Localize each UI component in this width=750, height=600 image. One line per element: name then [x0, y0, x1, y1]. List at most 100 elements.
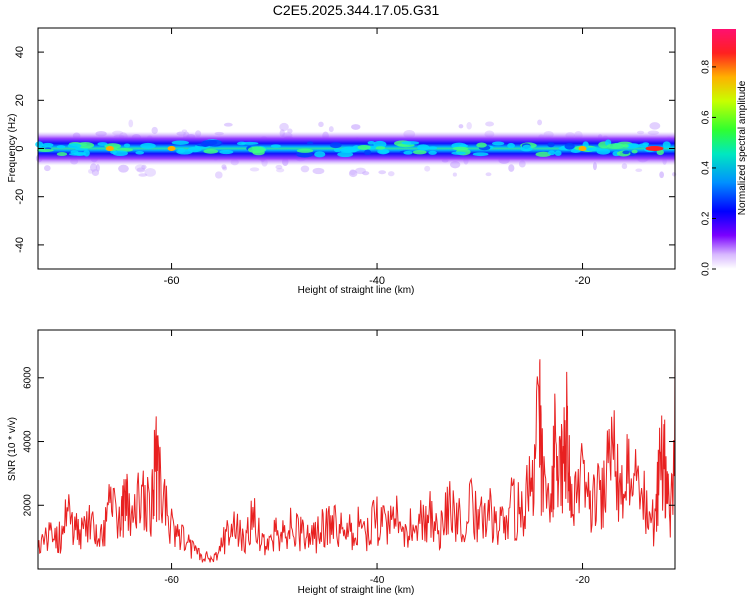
chart-title: C2E5.2025.344.17.05.G31 [272, 2, 440, 18]
spectrogram-speckle [537, 119, 543, 126]
colorbar: 0.0 0.2 0.4 0.6 0.8 Normalized spectral ampl… [701, 29, 748, 276]
spectrogram-speckle [138, 173, 148, 177]
colorbar-ticks: 0.0 0.2 0.4 0.6 0.8 [701, 60, 716, 276]
snr-y-axis-label: SNR (10 * v/v) [7, 417, 18, 481]
spectrogram-cell [554, 150, 562, 156]
x-tick-label: -60 [164, 575, 179, 586]
spectrogram-speckle [89, 163, 97, 172]
spectrogram-cell [564, 142, 575, 150]
spectrogram-y-axis-label: Frequency (Hz) [7, 114, 18, 183]
spectrogram-x-axis-label: Height of straight line (km) [298, 285, 415, 296]
spectrogram-speckle [378, 170, 387, 175]
spectrogram-speckle [485, 172, 492, 177]
spectrogram-cell [656, 149, 664, 156]
spectrogram-cell [296, 148, 314, 153]
x-tick-label: -20 [575, 275, 591, 287]
spectrogram-cell [177, 148, 186, 154]
spectrogram-speckle [458, 124, 464, 129]
spectrogram-speckle [118, 164, 129, 173]
spectrogram-speckle [136, 167, 146, 173]
spectrogram-cell [241, 141, 259, 145]
spectrogram-cell [112, 150, 128, 157]
spectrogram-cell [67, 143, 82, 149]
spectrogram-hotspot [167, 146, 176, 151]
spectrogram-cell [586, 147, 593, 152]
spectrogram-cell [364, 149, 372, 156]
spectrogram-ticks: -60 -40 -20 -40 -20 0 20 40 [14, 28, 675, 287]
spectrogram-cell [37, 148, 54, 153]
y-tick-label: 40 [14, 46, 26, 58]
y-tick-label: 0 [14, 145, 26, 151]
colorbar-tick-label: 0.8 [701, 60, 712, 74]
spectrogram-cell [76, 142, 95, 149]
spectrogram-cell [452, 146, 469, 151]
spectrogram-cell [187, 146, 202, 153]
spectrogram-speckle [672, 172, 677, 177]
snr-ticks: -60 -40 -20 2000 4000 6000 [23, 330, 675, 586]
spectrogram-cell [140, 142, 156, 149]
spectrogram-cell [357, 144, 371, 150]
spectrogram-cell [427, 146, 438, 150]
spectrogram-speckle [387, 171, 395, 177]
spectrogram-speckle [144, 167, 156, 177]
spectrogram-speckle [300, 165, 310, 173]
spectrogram-cell [401, 141, 420, 145]
spectrogram-speckle [485, 121, 495, 127]
spectrogram-speckle [275, 164, 283, 170]
spectrogram-speckle [134, 164, 146, 172]
spectrogram-cell [219, 150, 234, 155]
spectrogram-speckle [223, 122, 233, 127]
spectrogram-cell [340, 149, 357, 153]
spectrogram-speckle [424, 165, 431, 172]
snr-x-axis-label: Height of straight line (km) [298, 585, 415, 596]
x-tick-label: -40 [369, 275, 385, 287]
spectrogram-cell [135, 150, 145, 155]
spectrogram-cell [459, 144, 469, 148]
spectrogram-cell [428, 150, 437, 155]
spectrogram-cell [631, 149, 638, 154]
spectrogram-cell [171, 140, 189, 145]
spectrogram-cell [123, 143, 131, 148]
y-tick-label: 4000 [23, 430, 34, 453]
spectrogram-cell [547, 150, 556, 156]
spectrogram-speckle [659, 171, 665, 179]
spectrogram-speckle [249, 167, 260, 172]
spectrogram-cell [35, 141, 44, 148]
spectrogram-cell [333, 148, 342, 153]
spectrogram-hotspot [105, 146, 114, 151]
spectrogram-band [35, 119, 677, 179]
spectrogram-cell [662, 141, 671, 149]
snr-plot-area [38, 330, 675, 569]
spectrogram-cell [412, 150, 427, 155]
spectrogram-cell [622, 150, 630, 155]
spectrogram-speckle [276, 167, 285, 173]
spectrogram-cell [56, 145, 66, 149]
spectrogram-cell [625, 143, 640, 149]
spectrogram-cell [451, 151, 466, 155]
spectrogram-cell [203, 149, 219, 154]
spectrogram-speckle [328, 126, 334, 133]
spectrogram-cell [367, 140, 375, 145]
spectrogram-cell [270, 144, 281, 148]
spectrogram-cell [547, 142, 555, 148]
spectrogram-cell [314, 151, 326, 158]
spectrogram-cell [337, 151, 354, 158]
spectrogram-panel: -60 -40 -20 -40 -20 0 20 40 Height of straight … [7, 27, 677, 296]
spectrogram-cell [207, 139, 223, 147]
spectrogram-speckle [44, 165, 51, 172]
spectrogram-cell [97, 142, 108, 146]
spectrogram-cell [507, 142, 515, 149]
colorbar-gradient [712, 29, 736, 269]
spectrogram-speckle [318, 121, 324, 128]
spectrogram-speckle [221, 164, 227, 170]
colorbar-tick-label: 0.0 [701, 262, 712, 276]
spectrogram-cell [642, 142, 650, 146]
y-tick-label: 20 [14, 94, 26, 106]
spectrogram-speckle [312, 167, 325, 175]
spectrogram-cell [374, 146, 386, 150]
spectrogram-speckle [466, 121, 472, 130]
spectrogram-cell [247, 146, 266, 154]
snr-series-line [37, 352, 676, 563]
spectrogram-cell [373, 140, 387, 148]
spectrogram-cell [41, 142, 54, 148]
